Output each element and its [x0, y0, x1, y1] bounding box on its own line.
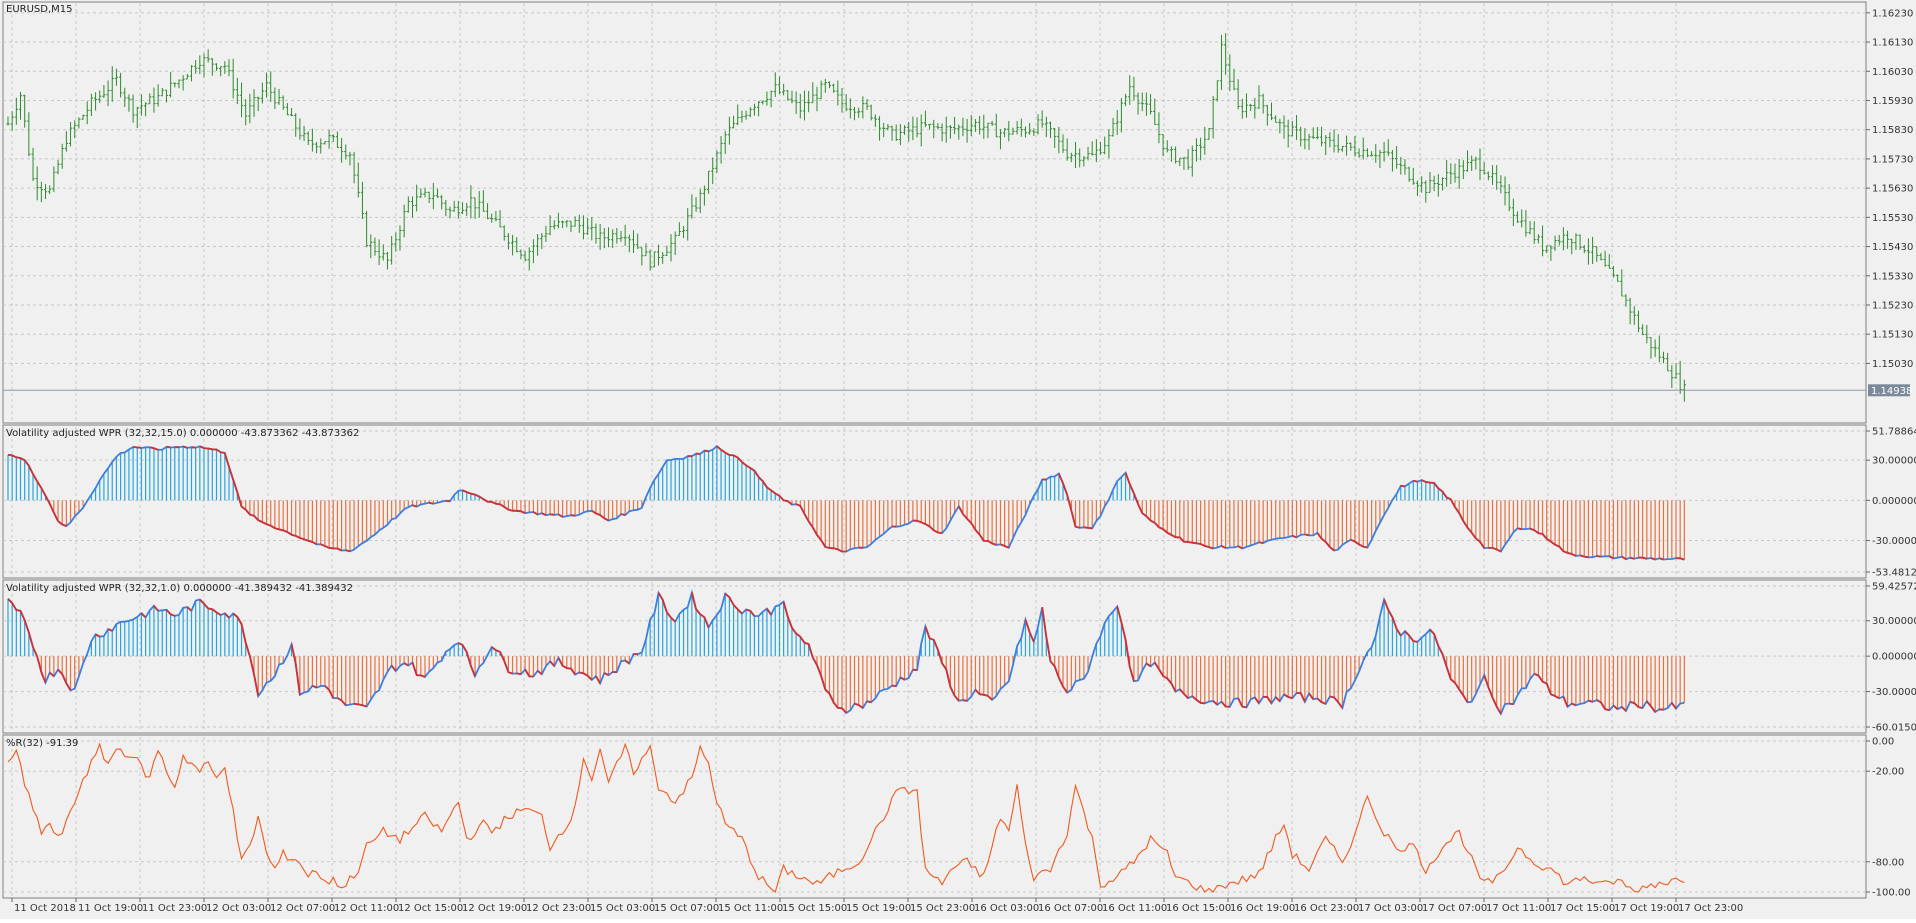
signal-line-red	[571, 515, 575, 516]
x-tick-label: 12 Oct 23:00	[526, 903, 591, 914]
x-tick-label: 12 Oct 19:00	[462, 903, 527, 914]
signal-line-red	[550, 514, 554, 515]
current-price-label: 1.14938	[1871, 386, 1912, 397]
signal-line-red	[1401, 486, 1405, 487]
signal-line-red	[1518, 528, 1522, 529]
x-tick-label: 15 Oct 23:00	[910, 903, 975, 914]
signal-line-red	[1509, 704, 1513, 705]
y-tick-label: 0.000000	[1872, 496, 1916, 507]
y-tick-label: 1.16130	[1872, 38, 1913, 49]
y-tick-label: 1.16230	[1872, 8, 1913, 19]
x-tick-label: 16 Oct 11:00	[1102, 903, 1167, 914]
x-tick-label: 12 Oct 15:00	[398, 903, 463, 914]
x-tick-label: 16 Oct 07:00	[1038, 903, 1103, 914]
signal-line-red	[1413, 481, 1417, 482]
x-tick-label: 15 Oct 19:00	[846, 903, 911, 914]
signal-line-red	[621, 514, 625, 515]
y-tick-label: 0.00	[1872, 737, 1894, 748]
y-tick-label: 59.425728	[1872, 582, 1916, 593]
signal-line-red	[1305, 534, 1309, 535]
x-tick-label: 17 Oct 15:00	[1550, 903, 1615, 914]
signal-line-red	[346, 550, 350, 551]
y-tick-label: 1.15930	[1872, 96, 1913, 107]
y-tick-label: -30.000000	[1872, 687, 1916, 698]
wpr-title: %R(32) -91.39	[6, 738, 78, 749]
y-tick-label: -53.481223	[1872, 568, 1916, 579]
x-tick-label: 16 Oct 15:00	[1166, 903, 1231, 914]
x-tick-label: 15 Oct 15:00	[782, 903, 847, 914]
x-tick-label: 15 Oct 07:00	[654, 903, 719, 914]
signal-line-red	[1588, 701, 1592, 702]
y-tick-label: -20.00	[1872, 767, 1904, 778]
signal-line-red	[867, 701, 871, 702]
signal-line-red	[963, 700, 967, 701]
x-tick-label: 12 Oct 03:00	[206, 903, 271, 914]
signal-line-red	[1084, 527, 1092, 528]
y-tick-label: 1.15630	[1872, 184, 1913, 195]
signal-line-red	[517, 673, 521, 674]
x-tick-label: 17 Oct 19:00	[1614, 903, 1679, 914]
y-tick-label: -30.000000	[1872, 536, 1916, 547]
signal-line-red	[1659, 558, 1663, 559]
y-tick-label: 0.000000	[1872, 652, 1916, 663]
y-tick-label: 1.15330	[1872, 271, 1913, 282]
signal-line-red	[133, 447, 141, 448]
x-tick-label: 16 Oct 19:00	[1230, 903, 1295, 914]
y-tick-label: 30.000000	[1872, 616, 1916, 627]
x-tick-label: 11 Oct 19:00	[78, 903, 143, 914]
x-tick-label: 17 Oct 03:00	[1358, 903, 1423, 914]
y-tick-label: 1.16030	[1872, 67, 1913, 78]
y-tick-label: -60.015045	[1872, 723, 1916, 734]
y-tick-label: 30.000000	[1872, 456, 1916, 467]
y-tick-label: -100.00	[1872, 888, 1911, 899]
y-tick-label: 1.15530	[1872, 213, 1913, 224]
y-tick-label: 1.15430	[1872, 242, 1913, 253]
y-tick-label: 1.15230	[1872, 300, 1913, 311]
y-tick-label: 1.15830	[1872, 125, 1913, 136]
x-tick-label: 15 Oct 03:00	[590, 903, 655, 914]
symbol-label: EURUSD,M15	[6, 4, 72, 15]
y-tick-label: 1.15730	[1872, 154, 1913, 165]
signal-line-red	[1597, 556, 1601, 557]
x-tick-label: 15 Oct 11:00	[718, 903, 783, 914]
signal-line-red	[192, 447, 196, 448]
vawpr15-title: Volatility adjusted WPR (32,32,15.0) 0.0…	[6, 428, 359, 439]
x-tick-label: 17 Oct 23:00	[1678, 903, 1743, 914]
vawpr1-title: Volatility adjusted WPR (32,32,1.0) 0.00…	[6, 583, 353, 594]
signal-line-red	[1630, 558, 1634, 559]
x-tick-label: 12 Oct 11:00	[334, 903, 399, 914]
signal-line-red	[704, 451, 708, 452]
x-tick-label: 11 Oct 2018	[14, 903, 76, 914]
x-tick-label: 11 Oct 23:00	[142, 903, 207, 914]
x-tick-label: 16 Oct 23:00	[1294, 903, 1359, 914]
y-tick-label: 1.15030	[1872, 359, 1913, 370]
x-tick-label: 17 Oct 11:00	[1486, 903, 1551, 914]
x-tick-label: 17 Oct 07:00	[1422, 903, 1487, 914]
signal-line-red	[1259, 542, 1263, 543]
signal-line-red	[892, 686, 896, 687]
x-tick-label: 12 Oct 07:00	[270, 903, 335, 914]
y-tick-label: 51.788649	[1872, 427, 1916, 438]
signal-line-red	[167, 447, 171, 448]
x-tick-label: 16 Oct 03:00	[974, 903, 1039, 914]
y-tick-label: -80.00	[1872, 857, 1904, 868]
signal-line-red	[429, 503, 433, 504]
y-tick-label: 1.15130	[1872, 330, 1913, 341]
